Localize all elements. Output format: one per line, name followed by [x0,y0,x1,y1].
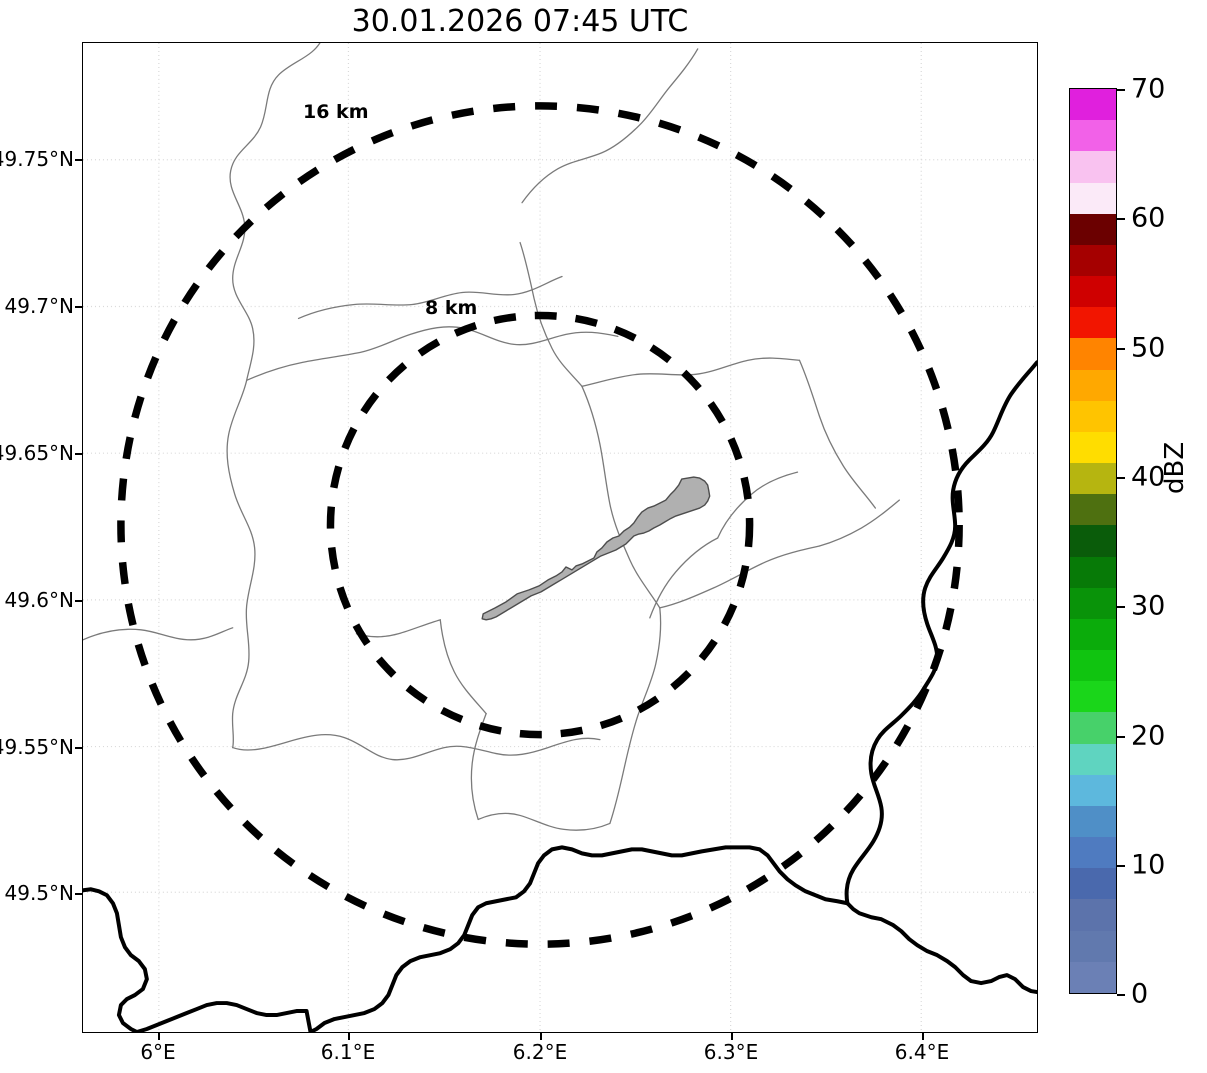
colorbar-band [1070,774,1116,806]
colorbar-band [1070,151,1116,183]
y-tick-mark [75,306,82,308]
colorbar-tick-label: 0 [1131,978,1149,1010]
colorbar-band [1070,494,1116,526]
colorbar-tick-mark [1117,865,1125,867]
colorbar-tick-mark [1117,218,1125,220]
colorbar-band [1070,712,1116,744]
colorbar-band [1070,400,1116,432]
colorbar-band [1070,244,1116,277]
x-tick-mark [731,1033,733,1040]
colorbar-band [1070,587,1116,619]
x-tick-mark [158,1033,160,1040]
colorbar-band [1070,837,1116,869]
y-tick-mark [75,453,82,455]
colorbar-band [1070,463,1116,495]
x-axis-labels: 6°E 6.1°E 6.2°E 6.3°E 6.4°E [0,1040,1040,1073]
colorbar-band [1070,89,1116,121]
y-tick-label: 49.6°N [4,588,75,612]
colorbar-band [1070,120,1116,152]
colorbar-band [1070,182,1116,214]
colorbar-tick-label: 40 [1131,461,1166,493]
colorbar-band [1070,930,1116,962]
colorbar-tick-label: 50 [1131,332,1166,364]
colorbar-band [1070,743,1116,775]
colorbar-band [1070,868,1116,900]
colorbar-tick-label: 30 [1131,590,1166,622]
colorbar-band [1070,618,1116,651]
colorbar-tick-label: 70 [1131,73,1166,105]
colorbar-band [1070,899,1116,931]
y-tick-mark [75,600,82,602]
colorbar-tick-mark [1117,89,1125,91]
y-tick-mark [75,159,82,161]
gridlines [83,43,1037,1032]
page-title: 30.01.2026 07:45 UTC [351,4,689,39]
colorbar-ticks: 70 60 50 40 30 20 10 0 [1117,0,1207,1073]
x-tick-label: 6.3°E [703,1040,759,1064]
x-tick-label: 6.1°E [320,1040,376,1064]
x-tick-mark [922,1033,924,1040]
national-border [83,360,1037,1032]
range-ring-8km [326,311,754,739]
y-tick-label: 49.7°N [4,294,75,318]
colorbar-tick-mark [1117,736,1125,738]
range-ring-label-16km: 16 km [303,101,369,123]
colorbar-band [1070,681,1116,713]
colorbar-tick-mark [1117,994,1125,996]
x-tick-mark [540,1033,542,1040]
city-polygon [481,476,711,621]
y-tick-label: 49.5°N [4,881,75,905]
colorbar-band [1070,276,1116,308]
admin-borders [83,43,900,831]
colorbar-tick-label: 10 [1131,849,1166,881]
colorbar[interactable] [1069,88,1117,994]
radar-map-plot[interactable] [82,42,1038,1033]
colorbar-band [1070,338,1116,370]
colorbar-tick-mark [1117,606,1125,608]
y-tick-mark [75,747,82,749]
y-axis-labels: 49.75°N 49.7°N 49.65°N 49.6°N 49.55°N 49… [0,0,74,1073]
x-tick-label: 6.2°E [512,1040,568,1064]
colorbar-band [1070,307,1116,339]
colorbar-band [1070,213,1116,245]
colorbar-axis-label: dBZ [1160,441,1190,494]
colorbar-band [1070,805,1116,838]
colorbar-tick-label: 20 [1131,720,1166,752]
y-tick-mark [75,893,82,895]
range-ring-label-8km: 8 km [425,297,478,319]
x-tick-label: 6°E [140,1040,176,1064]
colorbar-band [1070,556,1116,588]
y-tick-label: 49.65°N [0,441,74,465]
colorbar-band [1070,431,1116,464]
colorbar-tick-mark [1117,348,1125,350]
colorbar-band [1070,650,1116,682]
x-tick-label: 6.4°E [894,1040,950,1064]
map-canvas [83,43,1037,1032]
colorbar-band [1070,961,1116,993]
colorbar-gradient [1069,88,1117,994]
colorbar-band [1070,369,1116,401]
colorbar-band [1070,525,1116,557]
colorbar-tick-mark [1117,477,1125,479]
y-tick-label: 49.55°N [0,735,74,759]
colorbar-tick-label: 60 [1131,202,1166,234]
y-tick-label: 49.75°N [0,147,74,171]
x-tick-mark [348,1033,350,1040]
